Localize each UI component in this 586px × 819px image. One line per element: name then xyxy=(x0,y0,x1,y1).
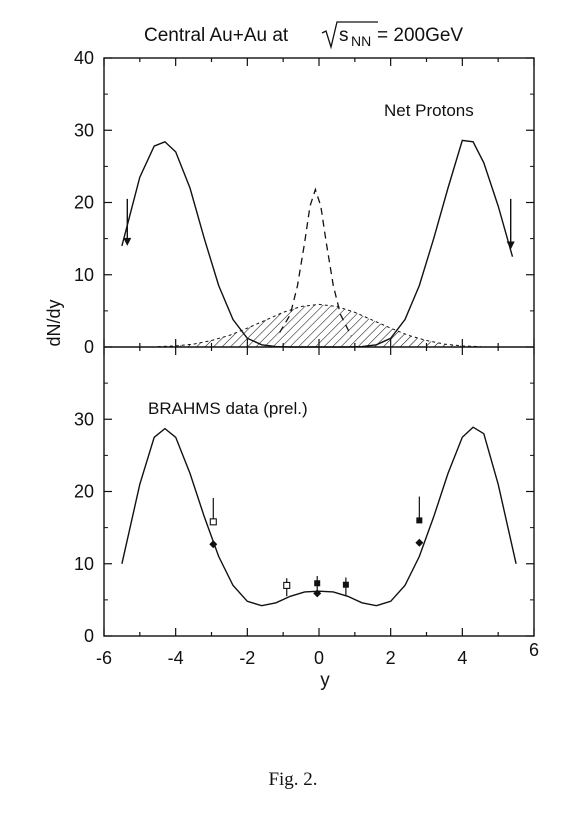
data-point-square-open xyxy=(283,581,291,589)
data-points-layer xyxy=(209,496,424,598)
y-tick-label: 40 xyxy=(74,48,94,68)
top-panel: Net Protons xyxy=(121,101,515,348)
x-tick-label: -4 xyxy=(168,648,184,668)
annotation-brahms: BRAHMS data (prel.) xyxy=(148,399,308,418)
y-tick-label: 30 xyxy=(74,120,94,140)
dashed-peak-curve xyxy=(279,187,352,337)
chart-title-suffix: = 200GeV xyxy=(377,25,463,46)
data-point-square-filled xyxy=(416,517,423,524)
bottom-panel: BRAHMS data (prel.) xyxy=(121,399,517,607)
data-point-diamond xyxy=(313,589,322,598)
y-tick-label: 0 xyxy=(84,626,94,646)
arrow-head-0 xyxy=(123,237,132,246)
data-point-diamond xyxy=(415,538,424,547)
arrows-layer xyxy=(123,198,515,250)
hatched-gaussian-area xyxy=(157,303,481,348)
figure: Central Au+Au at s NN = 200GeV 010203040… xyxy=(44,21,539,691)
x-tick-label: 0 xyxy=(314,648,324,668)
x-tick-label: 4 xyxy=(457,648,467,668)
net-protons-curve xyxy=(121,139,514,348)
y-tick-label: 30 xyxy=(74,409,94,429)
chart-title-sub: NN xyxy=(351,33,371,49)
data-point-diamond xyxy=(209,540,218,549)
figure-caption: Fig. 2. xyxy=(268,769,318,790)
chart-title-sqrt-s: s xyxy=(339,25,349,46)
y-tick-label: 10 xyxy=(74,265,94,285)
x-tick-label: 2 xyxy=(386,648,396,668)
y-tick-label: 0 xyxy=(84,337,94,357)
model-curve xyxy=(121,426,517,607)
y-tick-label: 20 xyxy=(74,193,94,213)
arrow-head-1 xyxy=(506,241,515,250)
data-point-square-open xyxy=(209,518,217,526)
y-axis-label: dN/dy xyxy=(44,299,64,346)
annotation-net-protons: Net Protons xyxy=(384,101,474,120)
ticks-layer: 0 10 20 30 40 0 10 20 30 -6 -4 -2 0 2 4 6 xyxy=(74,48,539,668)
x-axis-label: y xyxy=(320,670,330,691)
x-tick-label: -6 xyxy=(96,648,112,668)
x-tick-label: -2 xyxy=(239,648,255,668)
y-tick-label: 10 xyxy=(74,554,94,574)
chart-title-prefix: Central Au+Au at xyxy=(144,25,289,46)
sqrt-symbol xyxy=(321,21,378,50)
x-tick-label: 6 xyxy=(529,640,539,660)
y-tick-label: 20 xyxy=(74,482,94,502)
data-point-square-filled xyxy=(342,581,349,588)
data-point-square-filled xyxy=(314,580,321,587)
